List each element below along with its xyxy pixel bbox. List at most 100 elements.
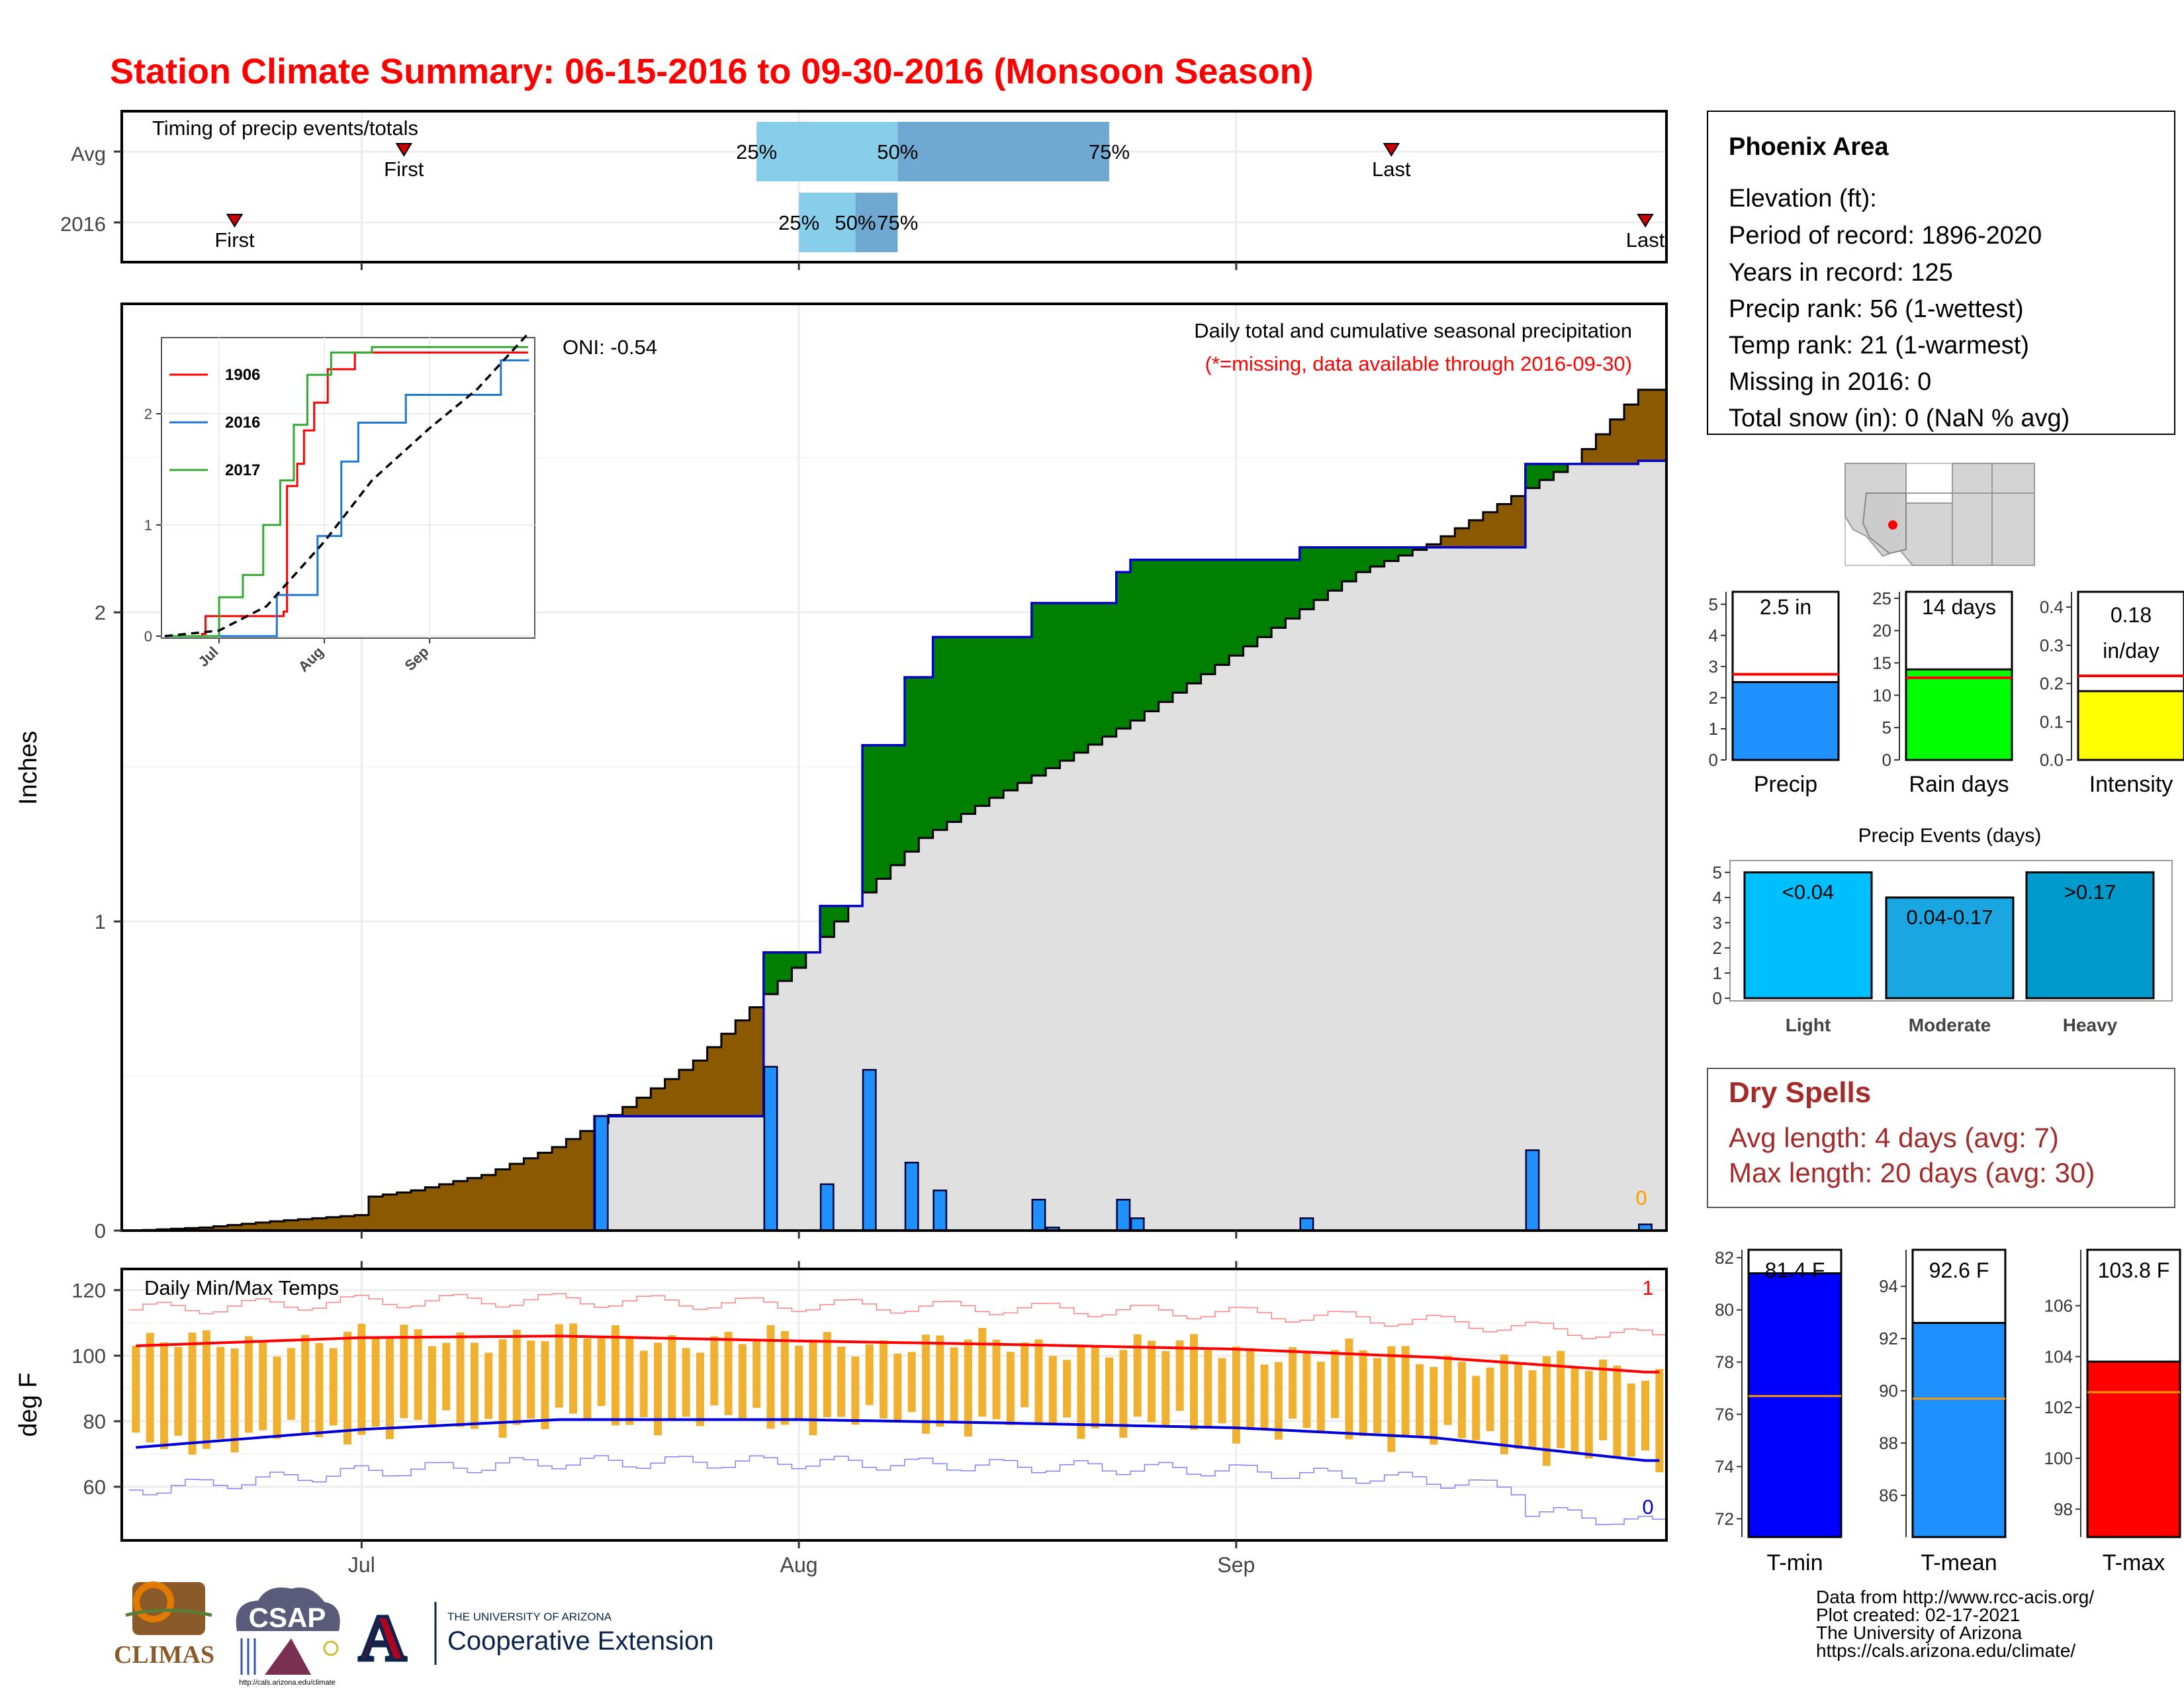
below-average-deficit-area <box>227 1225 242 1231</box>
above-average-surplus-area <box>1031 602 1046 776</box>
events-y-tick-label: 0 <box>1713 988 1722 1008</box>
below-average-deficit-area <box>523 1158 539 1231</box>
temp-summary-y-tick-label: 104 <box>2044 1346 2073 1366</box>
above-average-surplus-area <box>1201 559 1216 675</box>
precip-event-value: 0.04-0.17 <box>1907 906 1993 929</box>
precip-panel-title: Daily total and cumulative seasonal prec… <box>1194 319 1632 342</box>
precip-events-title: Precip Events (days) <box>1858 825 2042 847</box>
daily-temp-bar <box>512 1329 521 1425</box>
below-average-deficit-area <box>495 1169 510 1231</box>
daily-temp-bar <box>1316 1362 1325 1431</box>
below-average-deficit-area <box>1469 520 1484 547</box>
daily-temp-bar <box>1331 1350 1340 1419</box>
record-max-line <box>128 1293 1666 1340</box>
above-average-surplus-area <box>1525 463 1540 489</box>
temp-summary-y-tick-label: 100 <box>2044 1448 2073 1468</box>
daily-temp-bar <box>1063 1360 1071 1418</box>
above-average-surplus-area <box>1553 463 1569 472</box>
daily-precip-bar <box>1116 1199 1131 1232</box>
temp-y-tick-label: 100 <box>71 1344 106 1368</box>
daily-temp-bar <box>1260 1364 1269 1430</box>
below-average-deficit-area <box>439 1184 454 1231</box>
precip-y-tick-label: 1 <box>95 910 106 933</box>
ua-logo-top: THE UNIVERSITY OF ARIZONA <box>447 1611 612 1623</box>
info-line: Missing in 2016: 0 <box>1729 368 1931 396</box>
summary-y-tick-label: 0.0 <box>2040 750 2064 770</box>
events-y-tick-label: 4 <box>1713 888 1722 908</box>
daily-temp-bar <box>442 1342 451 1411</box>
timing-bar-50-75 <box>855 193 898 252</box>
summary-value-label: 2.5 in <box>1760 595 1811 619</box>
daily-temp-bar <box>1500 1354 1508 1454</box>
precip-event-value: <0.04 <box>1782 880 1834 904</box>
below-average-deficit-area <box>269 1221 285 1231</box>
below-average-deficit-area <box>510 1164 525 1231</box>
daily-temp-bar <box>159 1342 168 1449</box>
events-y-tick-label: 3 <box>1713 913 1722 933</box>
below-average-deficit-area <box>298 1219 313 1231</box>
daily-temp-bar <box>315 1342 324 1438</box>
above-average-surplus-area <box>1271 559 1287 628</box>
above-average-surplus-area <box>1172 559 1188 693</box>
timing-p75-label: 75% <box>1089 140 1130 164</box>
below-average-deficit-area <box>735 1020 751 1117</box>
daily-temp-bar <box>527 1340 535 1419</box>
inset-average-line <box>164 332 529 637</box>
daily-temp-bar <box>696 1352 704 1427</box>
footer-credits: Data from http://www.rcc-acis.org/ Plot … <box>1816 1587 2094 1661</box>
below-average-deficit-area <box>326 1217 341 1231</box>
daily-temp-bar <box>555 1324 563 1408</box>
above-average-surplus-area <box>1214 559 1230 665</box>
daily-temp-bar <box>752 1340 761 1408</box>
daily-temp-bar <box>978 1328 987 1417</box>
daily-temp-bar <box>639 1350 648 1418</box>
temp-summary-bar-tmax <box>2086 1360 2181 1538</box>
events-y-tick-label: 1 <box>1713 963 1722 983</box>
info-line: Elevation (ft): <box>1729 185 1877 212</box>
above-average-surplus-area <box>862 745 878 893</box>
summary-value-unit: in/day <box>2103 639 2159 663</box>
daily-temp-bar <box>936 1335 944 1427</box>
temp-summary-label: T-mean <box>1921 1550 1997 1575</box>
daily-temp-bar <box>202 1330 210 1449</box>
climas-logo-text: CLIMAS <box>114 1641 214 1669</box>
timing-p50-label: 50% <box>835 211 876 234</box>
temp-summary-value: 81.4 F <box>1765 1258 1825 1282</box>
above-average-surplus-area <box>989 637 1004 798</box>
temp-summary-y-tick-label: 86 <box>1879 1485 1898 1505</box>
temp-summary-label: T-min <box>1767 1550 1823 1575</box>
summary-y-tick-label: 0.4 <box>2040 597 2064 617</box>
daily-temp-bar <box>456 1332 465 1427</box>
precip-event-bar <box>2025 871 2155 1000</box>
below-average-deficit-area <box>312 1218 327 1231</box>
avg-tmax-line <box>136 1335 1660 1374</box>
summary-y-tick-label: 10 <box>1872 685 1891 705</box>
page-title: Station Climate Summary: 06-15-2016 to 0… <box>110 52 1314 91</box>
csap-logo-url: http://cals.arizona.edu/climate <box>239 1679 336 1687</box>
daily-temp-bar <box>851 1356 860 1425</box>
inset-y-tick-label: 1 <box>144 517 152 534</box>
temp-summary-y-tick-label: 98 <box>2054 1499 2073 1519</box>
daily-temp-bar <box>1246 1348 1255 1430</box>
precip-event-bar <box>1885 896 2015 1000</box>
temp-summary-bar-tmin <box>1747 1272 1843 1538</box>
inset-legend-label: 2017 <box>225 461 260 479</box>
daily-temp-bar <box>541 1341 549 1430</box>
summary-y-tick-label: 15 <box>1872 653 1891 673</box>
below-average-deficit-area <box>678 1070 694 1117</box>
precip-event-bar <box>1743 871 1873 1000</box>
temperature-summary-bars: 72 74 76 78 80 82 81.4 F T-min 86 88 90 92 94 92.6 F T… <box>1715 1248 2181 1575</box>
above-average-surplus-area <box>1187 559 1202 684</box>
events-y-tick-label: 5 <box>1713 863 1722 882</box>
above-average-surplus-area <box>1116 572 1131 729</box>
inset-legend-label: 2016 <box>225 414 260 432</box>
footer-line: Plot created: 02-17-2021 <box>1816 1605 2020 1625</box>
temp-x-tick-label: Aug <box>780 1553 818 1577</box>
above-average-surplus-area <box>946 637 962 822</box>
daily-temp-bar <box>1006 1352 1015 1425</box>
timing-last-marker <box>1383 143 1400 157</box>
summary-y-tick-label: 0 <box>1709 750 1718 770</box>
locator-map <box>1844 463 2035 566</box>
below-average-deficit-area <box>284 1220 299 1231</box>
summary-bar-intensity <box>2077 690 2184 761</box>
